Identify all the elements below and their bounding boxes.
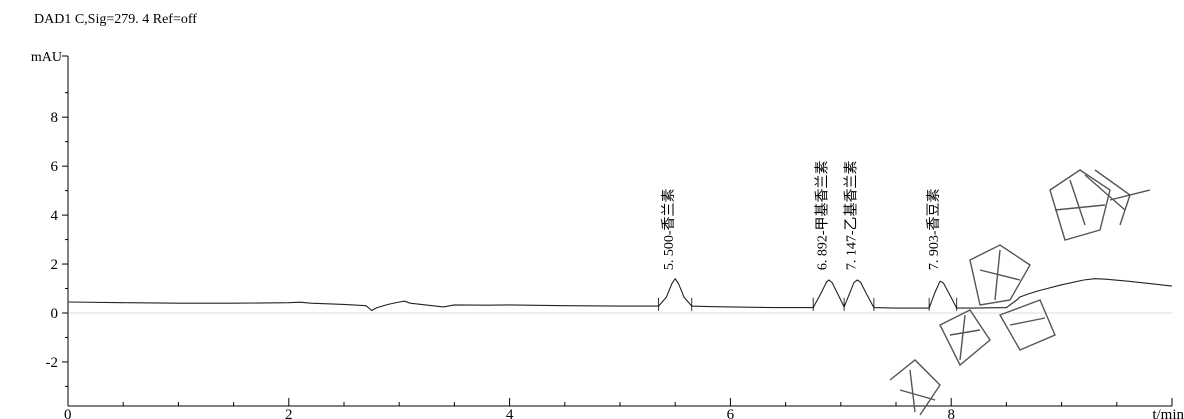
chromatogram-trace xyxy=(67,278,1173,312)
labels: mAU -2 0 2 4 6 8 0 2 4 6 8 t/min 5. 500-香兰素 6. 892-甲基香… xyxy=(31,50,1184,419)
peak-label: 7. 147-乙基香兰素 xyxy=(842,160,859,270)
x-tick-label: 2 xyxy=(285,407,293,419)
y-tick-label: 4 xyxy=(51,208,59,224)
marks xyxy=(67,278,1173,312)
x-tick-label: 8 xyxy=(947,407,955,419)
x-tick-label: 4 xyxy=(506,407,514,419)
x-tick-label: t/min xyxy=(1152,407,1184,419)
signal-title: DAD1 C,Sig=279. 4 Ref=off xyxy=(34,12,197,27)
y-tick-label: 6 xyxy=(51,159,59,175)
y-tick-label: 8 xyxy=(51,110,59,126)
x-tick-label: 6 xyxy=(727,407,735,419)
y-tick-label: -2 xyxy=(46,355,59,371)
y-axis-label: mAU xyxy=(31,50,62,65)
watermark-stamp xyxy=(889,169,1151,416)
peak-label: 5. 500-香兰素 xyxy=(661,188,677,270)
peak-label: 7. 903-香豆素 xyxy=(926,188,942,270)
y-tick-label: 0 xyxy=(51,306,59,322)
peak-label: 6. 892-甲基香兰素 xyxy=(814,160,831,270)
x-tick-label: 0 xyxy=(64,407,72,419)
axes xyxy=(62,55,1173,407)
y-tick-label: 2 xyxy=(51,257,59,273)
